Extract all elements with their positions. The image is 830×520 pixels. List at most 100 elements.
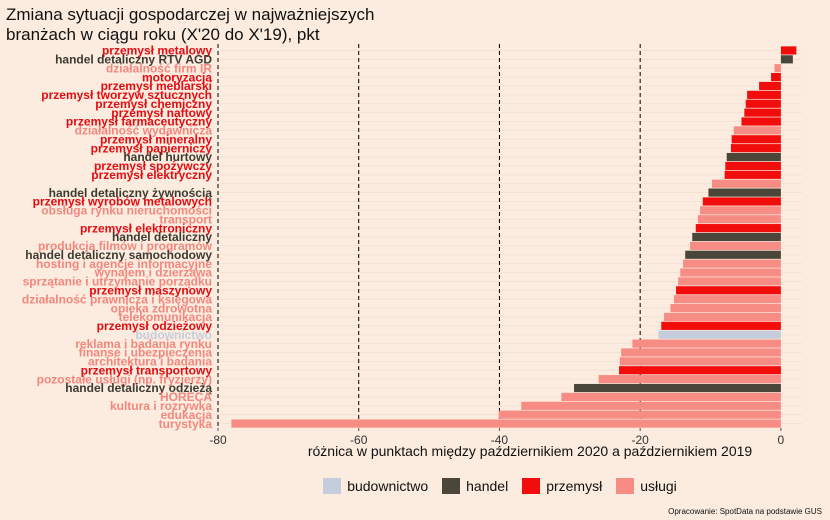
bar [699,206,781,215]
bar [678,277,781,286]
x-tick-label: -60 [350,433,368,447]
bar [692,232,781,242]
category-label: przemysł elektroniczny [80,221,212,235]
bar [619,366,781,375]
legend-label-handel: handel [466,478,509,494]
chart-title-line1: Zmiana sytuacji gospodarczej w najważnie… [6,5,375,24]
category-label: przemysł elektryczny [91,168,212,182]
bar [574,383,781,393]
bar [621,348,781,357]
category-label: przemysł mineralny [100,132,212,146]
category-label: przemysł meblarski [101,79,212,93]
category-label: opieka zdrowotna [111,301,213,315]
category-label: budownictwo [135,328,212,342]
legend-swatch-handel [442,478,461,494]
bar [676,286,781,295]
category-label: finanse i ubezpieczenia [79,346,213,360]
bar [780,55,793,64]
bar [561,392,781,401]
category-label: przemysł wyrobów metalowych [33,195,212,209]
category-label: przemysł odzieżowy [97,319,213,333]
legend-label-uslugi: usługi [640,478,677,494]
bar [702,197,781,206]
category-label: działalność wydawnicza [75,124,213,138]
category-label: handel detaliczny samochodowy [25,248,212,262]
category-label: telekomunikacja [119,310,213,324]
x-tick-label: -40 [491,433,509,447]
category-label: transport [159,212,212,226]
category-label: przemysł naftowy [111,106,212,120]
legend-swatch-przemysl [522,478,541,494]
category-label: przemysł tworzyw sztucznych [41,88,212,102]
bar [498,410,781,419]
category-label: wynajem i dzierżawa [94,266,213,280]
source-note: Opracowanie: SpotData na podstawie GUS [668,507,822,516]
bar [521,401,781,410]
x-tick-label: -80 [209,433,227,447]
bar [661,321,781,330]
bar [724,170,781,179]
bar [747,90,781,99]
x-tick-label: 0 [778,433,785,447]
bar [711,179,781,188]
x-tick-label: -20 [631,433,649,447]
category-label: kultura i rozrywka [110,399,212,413]
bar [680,268,781,277]
bar [725,161,781,171]
bar [745,99,781,108]
category-label: reklama i badania rynku [75,337,212,351]
category-label: architektura i badania [88,355,212,369]
category-label: sprzątanie i utrzymanie porządku [23,275,212,289]
bar [673,295,781,304]
category-label: turystyka [159,417,213,431]
category-label: handel detaliczny żywnością [49,186,213,200]
bar [690,241,781,250]
category-label: produkcja filmów i programów [38,239,213,253]
bar [697,215,781,224]
category-label: handel detaliczny odzieżą [65,381,212,395]
category-label: przemysł transportowy [81,363,213,377]
category-label: działalność prawnicza i księgowa [22,292,212,306]
bar [733,126,781,135]
category-label: handel hurtowy [123,150,212,164]
legend-label-budownictwo: budownictwo [347,478,429,494]
bar [759,81,781,91]
bar [695,224,781,233]
legend-swatch-uslugi [616,478,635,494]
bar [708,188,781,197]
legend-swatch-budownictwo [323,478,342,494]
category-label: hosting i agencje informacyjne [36,257,212,271]
category-label: przemysł metalowy [102,44,212,58]
bar [730,144,781,153]
legend-label-przemysl: przemysł [546,478,603,494]
category-label: przemysł maszynowy [89,284,212,298]
bar [632,339,781,348]
bar [731,135,781,144]
legend-item-uslugi: usługi [616,478,677,494]
x-axis-label: różnica w punktach między październikiem… [307,443,753,459]
bar [683,259,781,268]
category-label: pozostałe usługi (np. fryzjerzy) [37,372,212,386]
category-label: HORECA [160,390,212,404]
legend-item-przemysl: przemysł [522,478,602,494]
chart-title: Zmiana sytuacji gospodarczej w najważnie… [6,5,506,45]
bar [744,108,781,117]
legend-item-handel: handel [442,478,508,494]
bar [598,375,781,384]
bar [685,250,781,259]
category-label: handel detaliczny RTV AGD [55,53,212,67]
category-label: przemysł chemiczny [95,97,212,111]
category-label: handel detaliczny [112,230,212,244]
category-label: działalność firm IR [106,61,212,75]
bar [670,303,781,313]
category-label: motoryzacja [142,70,212,84]
bar [664,312,781,322]
bar [741,117,781,126]
category-label: przemysł farmaceutyczny [66,115,212,129]
legend-item-budownictwo: budownictwo [323,478,428,494]
legend: budownictwo handel przemysł usługi [0,478,830,494]
bar [726,152,781,162]
category-label: obsługa rynku nieruchomości [41,204,212,218]
bar [658,330,781,339]
